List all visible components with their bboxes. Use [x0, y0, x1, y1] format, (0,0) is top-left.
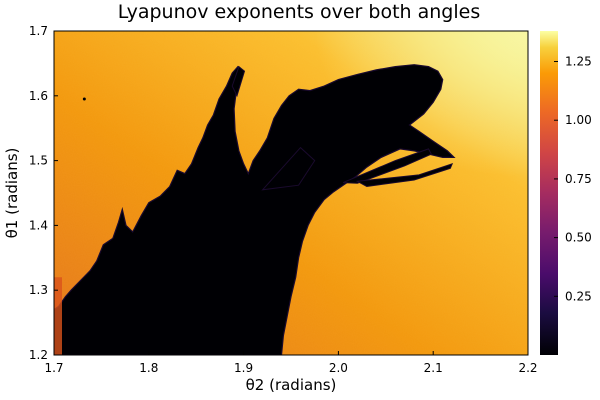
y-tick-label: 1.4	[29, 218, 48, 232]
x-tick-label: 2.1	[424, 361, 443, 375]
heatmap-dark-finger-tip	[355, 162, 454, 188]
x-tick-label: 2.2	[518, 361, 537, 375]
axes: 1.7 1.8 1.9 2.0 2.1 2.2 1.2 1.3 1.4 1.5 1.6 1.7	[29, 24, 538, 375]
chart-title: Lyapunov exponents over both angles	[118, 1, 480, 23]
heatmap-edge-accent	[54, 277, 62, 355]
y-axis-label: θ1 (radians)	[3, 148, 21, 239]
heatmap-dark-speck	[82, 97, 86, 101]
heatmap-dark-finger-lower	[342, 148, 432, 184]
x-tick-label: 1.7	[44, 361, 63, 375]
y-tick-label: 1.2	[29, 348, 48, 362]
x-tick-label: 1.8	[139, 361, 158, 375]
y-tick-label: 1.6	[29, 89, 48, 103]
y-tick-label: 1.5	[29, 154, 48, 168]
y-tick-label: 1.7	[29, 24, 48, 38]
y-tick-label: 1.3	[29, 283, 48, 297]
heatmap-dark-lobe-middle	[261, 146, 316, 191]
x-tick-label: 1.9	[234, 361, 253, 375]
colorbar-tick-label: 1.00	[565, 113, 592, 127]
heatmap-dark-region	[54, 64, 456, 355]
x-tick-label: 2.0	[329, 361, 348, 375]
plot-frame	[53, 30, 529, 356]
colorbar-tick-label: 0.50	[565, 231, 592, 245]
heatmap-dark-tip-top	[231, 65, 246, 98]
plot-area	[54, 31, 528, 355]
colorbar-tick-label: 0.25	[565, 289, 592, 303]
x-axis-label: θ2 (radians)	[246, 376, 337, 394]
colorbar-tick-label: 0.75	[565, 172, 592, 186]
colorbar-tick-label: 1.25	[565, 55, 592, 69]
colorbar-gradient	[540, 31, 558, 355]
colorbar: 0.25 0.50 0.75 1.00 1.25	[540, 31, 592, 355]
